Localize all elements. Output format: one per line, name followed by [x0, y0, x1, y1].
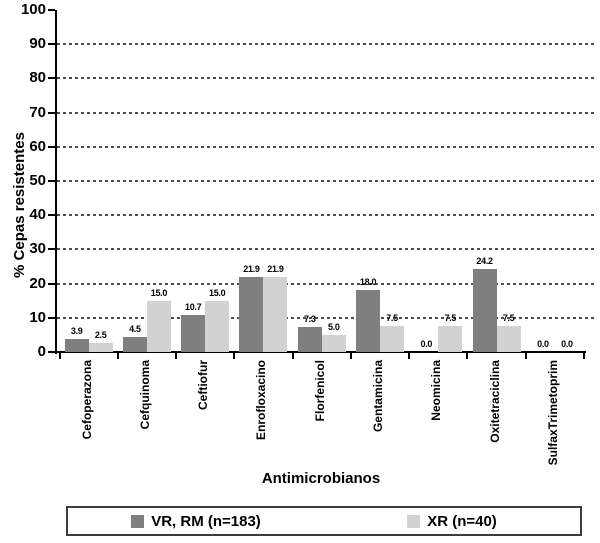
bar — [88, 343, 113, 352]
y-tick — [48, 111, 55, 114]
y-tick — [48, 248, 55, 251]
bar-value-label: 21.9 — [267, 264, 284, 275]
y-tick-label: 0 — [37, 343, 46, 360]
bar-value-label: 0.0 — [420, 339, 433, 349]
y-tick-label: 70 — [29, 103, 46, 121]
gridline — [57, 180, 594, 182]
bar-value-label: 3.9 — [70, 325, 83, 336]
legend: VR, RM (n=183) XR (n=40) — [66, 506, 582, 536]
y-tick — [48, 180, 55, 182]
x-axis-line — [55, 351, 586, 353]
bar — [181, 315, 206, 352]
legend-swatch-light — [407, 514, 421, 528]
x-tick — [58, 353, 61, 359]
y-tick — [48, 9, 55, 11]
category-label: Oxitetraciclina — [487, 360, 502, 443]
y-tick-label: 30 — [29, 240, 46, 258]
y-tick-label: 10 — [29, 308, 46, 326]
y-tick — [48, 316, 55, 319]
bar-value-label: 0.0 — [561, 339, 573, 349]
y-axis-line — [55, 10, 57, 354]
gridline — [57, 248, 594, 251]
y-tick-label: 60 — [29, 137, 46, 155]
gridline — [57, 43, 594, 46]
bar-value-label: 7.3 — [303, 314, 316, 325]
bar-value-label: 18.0 — [359, 277, 377, 288]
y-tick-label: 20 — [29, 274, 46, 292]
y-tick — [48, 77, 55, 80]
gridline — [57, 145, 594, 148]
bar — [356, 290, 381, 352]
bar — [64, 338, 89, 352]
x-tick — [349, 353, 352, 359]
x-tick — [233, 353, 236, 359]
bar-value-label: 5.0 — [327, 321, 340, 332]
bar-value-label: 10.7 — [185, 302, 202, 313]
legend-label-series-2: XR (n=40) — [427, 512, 497, 530]
bar-value-label: 24.2 — [476, 256, 493, 267]
x-tick — [583, 353, 586, 359]
bar — [380, 326, 405, 352]
x-tick — [291, 353, 294, 359]
bar — [205, 300, 230, 352]
y-tick — [48, 282, 55, 285]
bar-value-label: 0.0 — [537, 339, 549, 349]
y-tick-label: 50 — [29, 172, 46, 189]
legend-entry-series-2: XR (n=40) — [324, 514, 580, 529]
category-label: Cefquinoma — [137, 360, 152, 430]
bar-value-label: 15.0 — [209, 287, 226, 298]
category-label: Florfenicol — [312, 360, 327, 422]
category-label: Enrofloxacino — [254, 360, 269, 441]
bar-value-label: 7.5 — [502, 313, 515, 324]
bar — [438, 326, 463, 352]
x-tick — [524, 353, 527, 359]
y-tick — [48, 43, 55, 46]
y-tick-label: 40 — [29, 206, 46, 224]
y-tick-label: 80 — [29, 69, 46, 87]
category-label: Cefoperazona — [79, 360, 94, 440]
gridline — [57, 214, 594, 217]
bar-value-label: 2.5 — [94, 330, 107, 341]
bar — [472, 269, 497, 352]
y-tick — [48, 214, 55, 217]
bar-value-label: 7.5 — [386, 313, 398, 324]
gridline — [57, 111, 594, 114]
bar — [297, 327, 322, 352]
bar — [321, 334, 346, 352]
bar — [122, 336, 147, 352]
bar — [239, 277, 264, 352]
x-tick — [175, 353, 178, 359]
gridline — [57, 282, 594, 285]
y-tick — [48, 145, 55, 148]
bar — [146, 300, 171, 352]
category-label: Neomicina — [429, 360, 444, 421]
bar — [263, 277, 288, 352]
legend-entry-series-1: VR, RM (n=183) — [68, 514, 324, 529]
bar-value-label: 15.0 — [150, 287, 168, 298]
y-tick — [48, 351, 55, 353]
x-tick — [116, 353, 119, 359]
bar — [496, 326, 521, 352]
x-tick — [466, 353, 469, 359]
y-tick-label: 100 — [20, 1, 46, 18]
x-axis-title: Antimicrobianos — [261, 470, 381, 487]
category-label: SulfaxTrimetoprim — [545, 360, 560, 466]
category-label: Gentamicina — [371, 360, 386, 433]
legend-label-series-1: VR, RM (n=183) — [151, 512, 261, 530]
legend-swatch-dark — [131, 514, 145, 528]
gridline — [57, 316, 594, 319]
y-tick-label: 90 — [29, 35, 46, 53]
category-label: Ceftiofur — [196, 360, 211, 410]
bar-value-label: 21.9 — [243, 264, 260, 275]
bar-value-label: 4.5 — [129, 323, 141, 334]
x-tick — [408, 353, 411, 359]
gridline — [57, 77, 594, 80]
bar-value-label: 7.5 — [444, 313, 457, 324]
